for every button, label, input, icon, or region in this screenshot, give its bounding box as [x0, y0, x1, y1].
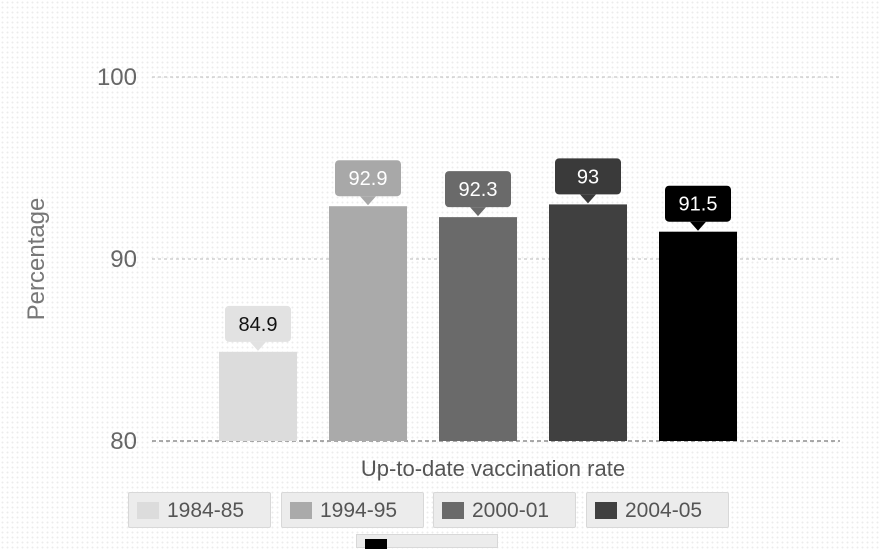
bars — [219, 204, 737, 441]
bar — [549, 204, 627, 441]
y-tick-label: 90 — [110, 246, 137, 273]
legend-item-partial[interactable] — [356, 534, 498, 549]
legend-label: 2000-01 — [472, 499, 550, 522]
data-label-text: 84.9 — [239, 314, 278, 336]
data-label-text: 92.3 — [459, 179, 498, 201]
legend-swatch — [442, 502, 464, 519]
bar — [659, 231, 737, 441]
x-axis-label: Up-to-date vaccination rate — [361, 456, 625, 481]
bar — [219, 351, 297, 441]
legend-item[interactable]: 1984-85 — [128, 492, 271, 528]
data-label: 91.5 — [665, 185, 731, 231]
data-label-text: 92.9 — [349, 168, 388, 190]
bar — [439, 217, 517, 441]
legend-label: 1994-95 — [320, 499, 398, 522]
data-label: 93 — [555, 158, 621, 204]
y-axis-ticks: 80 90 100 — [97, 64, 137, 455]
data-label-box — [445, 171, 511, 208]
data-label-pointer — [690, 221, 706, 231]
legend-item[interactable]: 2000-01 — [433, 492, 576, 528]
legend-item[interactable]: 2004-05 — [586, 492, 729, 528]
data-label: 92.9 — [335, 160, 401, 206]
bar — [329, 206, 407, 441]
y-tick-label: 100 — [97, 64, 137, 91]
data-label-pointer — [580, 194, 596, 204]
y-tick-label: 80 — [110, 428, 137, 455]
data-labels: 84.9 92.9 92.3 93 91.5 — [225, 158, 731, 351]
data-label: 84.9 — [225, 305, 291, 351]
legend-swatch — [365, 539, 387, 549]
legend-swatch — [290, 502, 312, 519]
legend-swatch — [595, 502, 617, 519]
data-label-box — [225, 305, 291, 342]
data-label-pointer — [470, 207, 486, 217]
legend-swatch — [137, 502, 159, 519]
legend-item[interactable]: 1994-95 — [281, 492, 424, 528]
data-label-box — [555, 158, 621, 195]
data-label-text: 91.5 — [679, 194, 718, 216]
legend-label: 2004-05 — [625, 499, 703, 522]
data-label: 92.3 — [445, 171, 511, 217]
legend-label: 1984-85 — [167, 499, 245, 522]
data-label-box — [335, 160, 401, 197]
data-label-pointer — [360, 196, 376, 206]
data-label-pointer — [250, 341, 266, 351]
data-label-box — [665, 185, 731, 222]
y-axis-label: Percentage — [23, 198, 50, 321]
data-label-text: 93 — [577, 166, 599, 188]
